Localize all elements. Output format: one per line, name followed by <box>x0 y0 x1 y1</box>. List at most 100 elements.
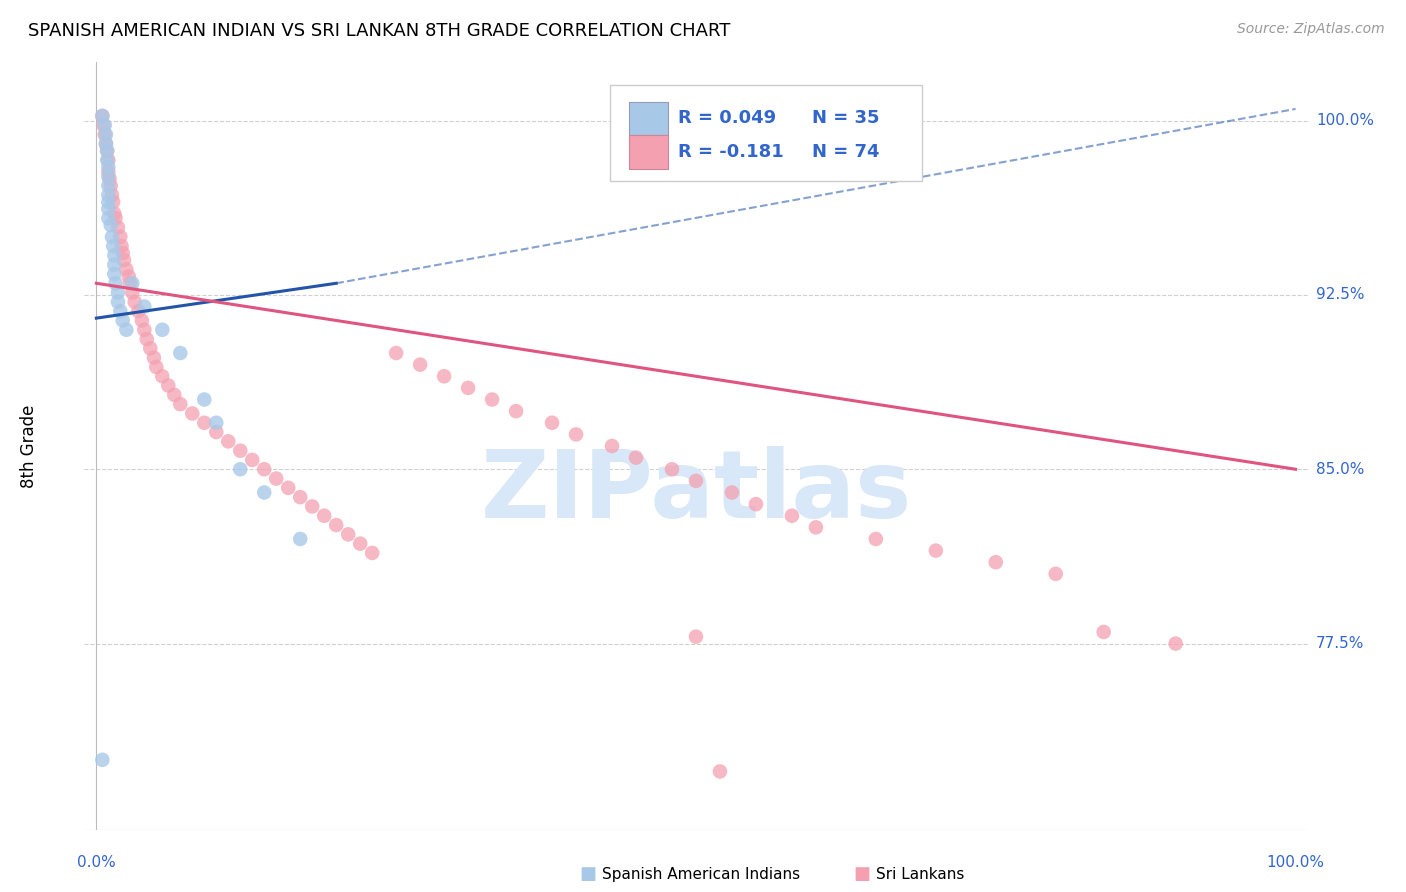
Text: N = 74: N = 74 <box>813 144 880 161</box>
Point <box>134 300 156 314</box>
Point <box>104 211 127 226</box>
Point <box>181 407 204 421</box>
Point <box>150 369 173 384</box>
Point <box>337 527 360 541</box>
Point <box>253 485 276 500</box>
Point <box>361 546 384 560</box>
Point <box>96 144 118 158</box>
Point <box>193 416 215 430</box>
Point <box>110 229 132 244</box>
Point <box>115 323 138 337</box>
Point <box>661 462 683 476</box>
FancyBboxPatch shape <box>628 136 668 169</box>
Point <box>139 342 162 356</box>
Text: ■: ■ <box>579 865 596 883</box>
Point <box>96 153 118 167</box>
Point <box>804 520 827 534</box>
Point <box>97 164 120 178</box>
Point <box>709 764 731 779</box>
Point <box>94 136 117 151</box>
Point <box>624 450 647 465</box>
Point <box>135 332 157 346</box>
Point <box>112 253 135 268</box>
Text: SPANISH AMERICAN INDIAN VS SRI LANKAN 8TH GRADE CORRELATION CHART: SPANISH AMERICAN INDIAN VS SRI LANKAN 8T… <box>28 22 731 40</box>
Point <box>685 630 707 644</box>
Point <box>565 427 588 442</box>
FancyBboxPatch shape <box>610 86 922 181</box>
Text: ■: ■ <box>853 865 870 883</box>
Point <box>110 239 132 253</box>
Point <box>1045 566 1067 581</box>
Point <box>111 313 134 327</box>
Point <box>169 346 191 360</box>
Point <box>290 490 312 504</box>
Point <box>91 109 114 123</box>
Text: 0.0%: 0.0% <box>77 855 115 870</box>
Point <box>124 294 146 309</box>
Point <box>205 425 228 439</box>
Point <box>91 753 114 767</box>
Point <box>229 443 252 458</box>
Point <box>93 118 117 132</box>
Point <box>457 381 479 395</box>
Point <box>94 128 117 142</box>
Point <box>217 434 239 449</box>
Point <box>100 178 122 193</box>
Point <box>97 188 120 202</box>
Point <box>925 543 948 558</box>
Point <box>98 171 121 186</box>
Point <box>127 304 149 318</box>
Point <box>150 323 173 337</box>
Point <box>107 285 129 300</box>
Text: Spanish American Indians: Spanish American Indians <box>602 867 800 881</box>
Point <box>481 392 503 407</box>
Text: 100.0%: 100.0% <box>1267 855 1324 870</box>
Text: ZIPatlas: ZIPatlas <box>481 446 911 538</box>
Point <box>433 369 456 384</box>
Point <box>505 404 527 418</box>
Point <box>277 481 299 495</box>
Point <box>97 153 120 167</box>
Point <box>107 294 129 309</box>
Text: R = -0.181: R = -0.181 <box>678 144 783 161</box>
Point <box>118 277 141 291</box>
Point <box>541 416 564 430</box>
Text: 92.5%: 92.5% <box>1316 287 1364 302</box>
Point <box>142 351 165 365</box>
Point <box>121 285 143 300</box>
Point <box>97 178 120 193</box>
Point <box>745 497 768 511</box>
Point <box>865 532 887 546</box>
Point <box>104 277 127 291</box>
Point <box>101 229 124 244</box>
Point <box>111 246 134 260</box>
Point <box>780 508 803 523</box>
Point <box>134 323 156 337</box>
Point <box>94 136 117 151</box>
Point <box>103 248 125 262</box>
Point <box>349 536 371 550</box>
Point <box>721 485 744 500</box>
Point <box>97 194 120 209</box>
Point <box>253 462 276 476</box>
Point <box>103 258 125 272</box>
Point <box>264 471 287 485</box>
Point <box>240 453 263 467</box>
Point <box>118 269 141 284</box>
Point <box>193 392 215 407</box>
Point <box>301 500 323 514</box>
Point <box>1092 624 1115 639</box>
Text: N = 35: N = 35 <box>813 110 880 128</box>
Point <box>131 313 153 327</box>
Point <box>115 262 138 277</box>
Point <box>97 160 120 174</box>
Text: 77.5%: 77.5% <box>1316 636 1364 651</box>
Point <box>163 388 186 402</box>
Point <box>121 277 143 291</box>
Point <box>205 416 228 430</box>
Text: 85.0%: 85.0% <box>1316 462 1364 476</box>
Point <box>290 532 312 546</box>
Point <box>229 462 252 476</box>
Point <box>157 378 180 392</box>
Text: R = 0.049: R = 0.049 <box>678 110 776 128</box>
